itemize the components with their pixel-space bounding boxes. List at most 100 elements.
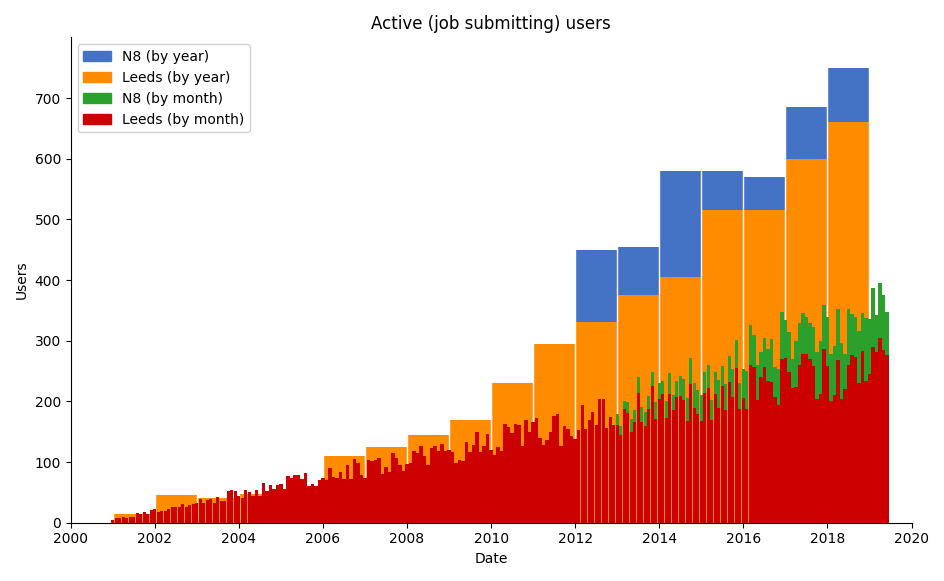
Bar <box>701 171 743 210</box>
Bar <box>847 310 851 364</box>
Bar <box>679 376 682 396</box>
Bar <box>374 460 377 523</box>
Bar <box>132 517 135 523</box>
Bar <box>619 435 622 523</box>
Bar <box>609 417 612 523</box>
Bar <box>255 490 258 523</box>
Bar <box>732 397 734 523</box>
Bar <box>728 382 731 523</box>
Bar <box>464 442 468 523</box>
Bar <box>732 369 734 397</box>
Bar <box>114 518 118 523</box>
Bar <box>742 398 745 523</box>
Bar <box>861 314 864 352</box>
Bar <box>307 486 311 523</box>
Bar <box>244 490 247 523</box>
Bar <box>360 475 363 523</box>
Bar <box>538 438 542 523</box>
Bar <box>157 512 160 523</box>
Bar <box>654 419 657 523</box>
Bar <box>437 451 440 523</box>
Bar <box>857 383 861 523</box>
Bar <box>282 489 286 523</box>
Bar <box>528 432 531 523</box>
Bar <box>619 426 622 435</box>
Bar <box>472 445 475 523</box>
Bar <box>738 383 741 409</box>
Bar <box>181 504 184 523</box>
Bar <box>675 397 679 523</box>
Bar <box>822 305 826 349</box>
Bar <box>878 282 882 339</box>
Bar <box>749 325 752 365</box>
Bar <box>363 479 366 523</box>
Bar <box>780 359 784 523</box>
Bar <box>216 497 219 523</box>
Bar <box>700 421 703 523</box>
Bar <box>717 381 720 408</box>
Bar <box>724 383 728 410</box>
Bar <box>500 451 503 523</box>
Bar <box>476 432 479 523</box>
Bar <box>630 419 632 432</box>
Bar <box>220 501 223 523</box>
Bar <box>659 277 701 523</box>
Bar <box>710 421 714 523</box>
Bar <box>143 512 146 523</box>
Bar <box>816 352 818 399</box>
Bar <box>171 507 174 523</box>
Bar <box>644 426 647 523</box>
Bar <box>861 352 864 523</box>
Bar <box>167 509 171 523</box>
Bar <box>339 472 342 523</box>
Bar <box>773 397 777 523</box>
Bar <box>875 352 878 523</box>
Bar <box>430 448 433 523</box>
Bar <box>570 436 573 523</box>
Bar <box>535 418 538 523</box>
Bar <box>827 122 869 523</box>
Bar <box>808 322 812 359</box>
Bar <box>160 511 163 523</box>
Bar <box>636 393 640 523</box>
Bar <box>149 510 153 523</box>
Bar <box>153 510 157 523</box>
Bar <box>767 381 769 523</box>
Bar <box>683 379 685 400</box>
Bar <box>112 514 155 523</box>
Bar <box>444 451 447 523</box>
Bar <box>343 479 346 523</box>
Bar <box>612 425 615 523</box>
Bar <box>647 396 650 410</box>
Bar <box>659 171 701 277</box>
Bar <box>720 366 724 386</box>
Bar <box>798 323 801 365</box>
Bar <box>769 339 773 382</box>
Bar <box>405 464 409 523</box>
Bar <box>661 394 665 523</box>
Bar <box>210 498 212 523</box>
Bar <box>749 365 752 523</box>
Bar <box>777 370 780 405</box>
Bar <box>486 434 489 523</box>
Bar <box>584 429 587 523</box>
Bar <box>785 107 827 159</box>
Bar <box>185 507 188 523</box>
Bar <box>462 461 464 523</box>
Bar <box>239 494 281 523</box>
Bar <box>791 389 794 523</box>
Bar <box>868 374 871 523</box>
Bar <box>575 322 617 523</box>
Bar <box>136 514 139 523</box>
Bar <box>223 501 227 523</box>
Bar <box>346 465 349 523</box>
Bar <box>321 478 325 523</box>
Bar <box>286 476 290 523</box>
Bar <box>875 315 878 352</box>
Bar <box>331 477 335 523</box>
Bar <box>865 318 868 381</box>
Bar <box>367 460 370 523</box>
Bar <box>241 498 244 523</box>
Bar <box>818 393 822 523</box>
Bar <box>658 399 661 523</box>
